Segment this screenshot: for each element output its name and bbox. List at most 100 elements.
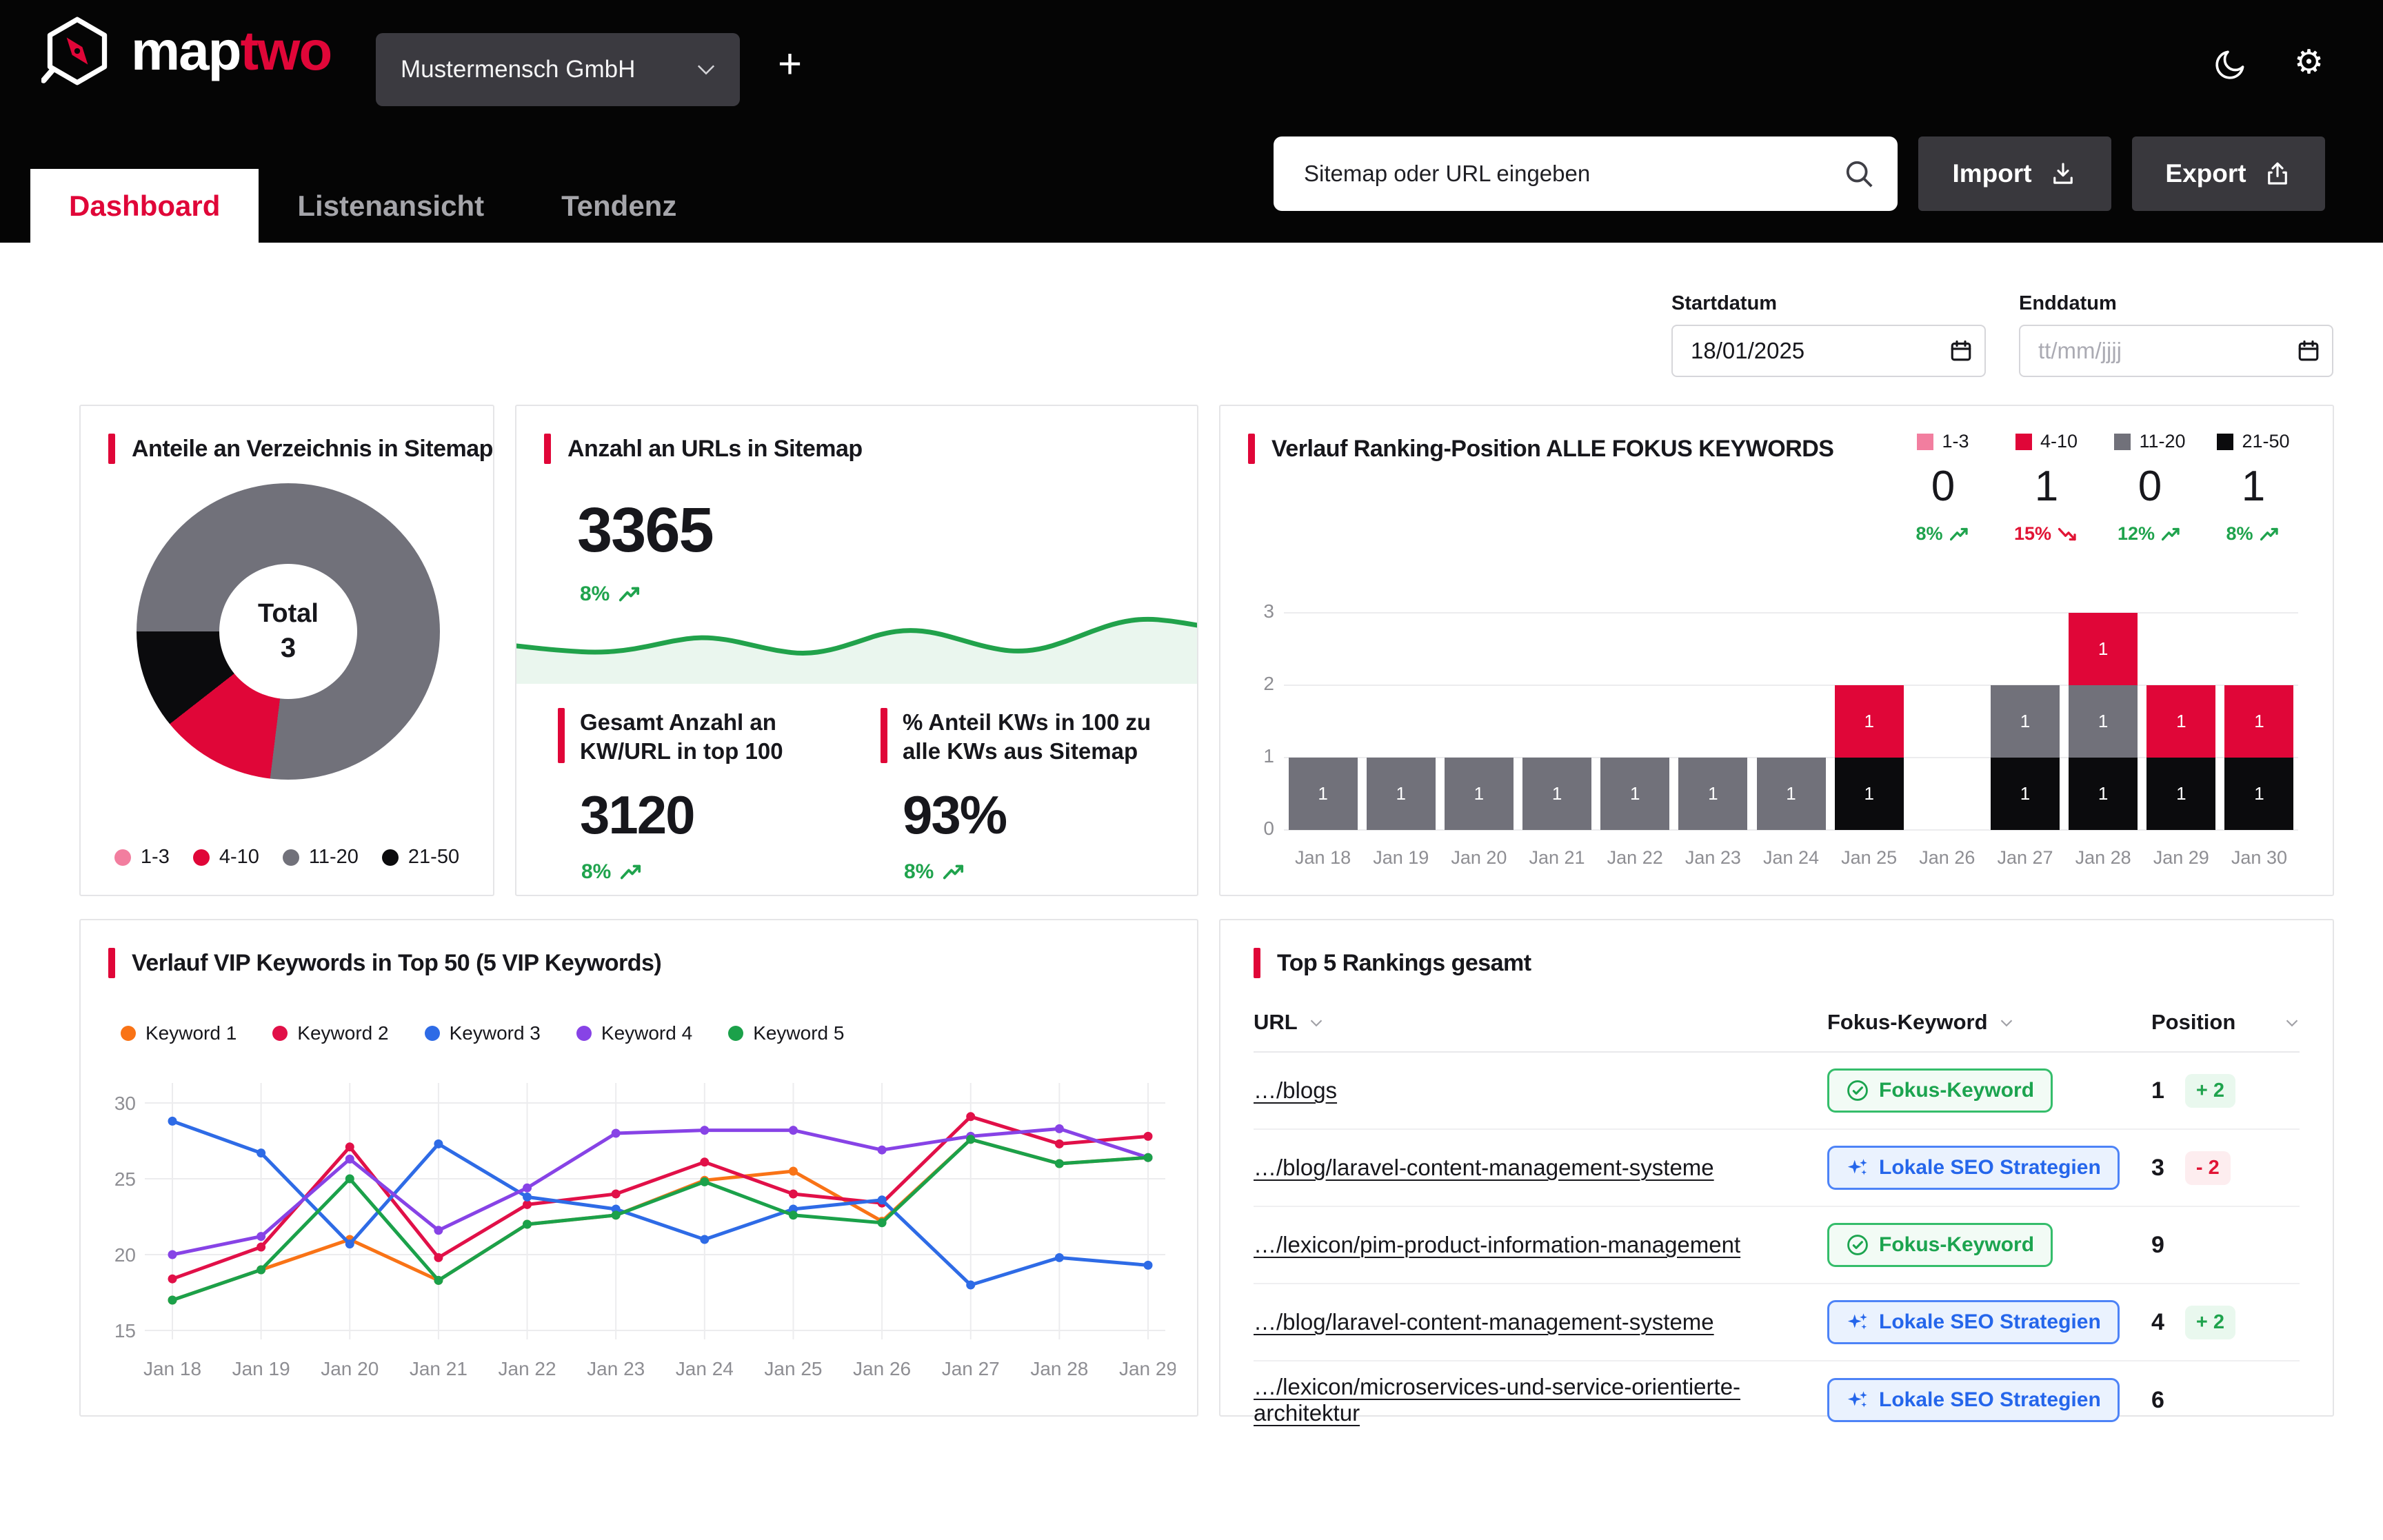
bar-value-label: 1 bbox=[1318, 783, 1327, 804]
bar-value-label: 1 bbox=[1474, 783, 1484, 804]
tab-dashboard[interactable]: Dashboard bbox=[30, 169, 259, 243]
bar-column-Jan-21: 1 bbox=[1518, 613, 1596, 830]
legend-item: Keyword 3 bbox=[425, 1022, 541, 1044]
table-row: …/lexicon/pim-product-information-manage… bbox=[1254, 1207, 2300, 1284]
bar-segment-11-20: 1 bbox=[1289, 758, 1358, 830]
accent-bar bbox=[108, 434, 115, 464]
export-button[interactable]: Export bbox=[2132, 136, 2325, 211]
data-point bbox=[345, 1142, 354, 1151]
data-point bbox=[523, 1220, 532, 1229]
bar-value-label: 1 bbox=[2254, 711, 2264, 732]
data-point bbox=[1055, 1253, 1064, 1262]
accent-bar bbox=[558, 708, 565, 763]
card-url-counts: Anzahl an URLs in Sitemap 3365 8% Gesamt… bbox=[515, 405, 1198, 896]
url-link[interactable]: …/blog/laravel-content-management-system… bbox=[1254, 1309, 1827, 1335]
column-header-position[interactable]: Position bbox=[2151, 1010, 2300, 1035]
data-point bbox=[612, 1210, 621, 1219]
url-link[interactable]: …/blogs bbox=[1254, 1077, 1827, 1104]
table-row: …/blog/laravel-content-management-system… bbox=[1254, 1130, 2300, 1207]
legend-item: Keyword 4 bbox=[576, 1022, 692, 1044]
bar-value-label: 1 bbox=[2098, 783, 2108, 804]
data-point bbox=[700, 1235, 709, 1244]
x-tick-label: Jan 24 bbox=[1752, 847, 1830, 869]
data-point bbox=[168, 1275, 177, 1284]
bar-value-label: 1 bbox=[2176, 783, 2186, 804]
bar-columns: 111111111111111111 bbox=[1284, 613, 2298, 830]
metric-kw-share: % Anteil KWs in 100 zu alle KWs aus Site… bbox=[881, 708, 1184, 884]
vip-legend: Keyword 1 Keyword 2 Keyword 3 Keyword 4 … bbox=[121, 1022, 844, 1044]
end-date-input[interactable] bbox=[2019, 325, 2333, 377]
card-title: Anteile an Verzeichnis in Sitemap bbox=[132, 436, 493, 463]
metric-delta: 8% bbox=[904, 860, 967, 884]
legend-item: 11-20 0 12% bbox=[2098, 431, 2202, 545]
data-point bbox=[257, 1243, 265, 1252]
data-point bbox=[168, 1296, 177, 1305]
position-change-badge: + 2 bbox=[2185, 1306, 2235, 1339]
x-tick-label: Jan 26 bbox=[1908, 847, 1986, 869]
bar-segment-21-50: 1 bbox=[2069, 758, 2138, 830]
bar-column-Jan-29: 11 bbox=[2142, 613, 2220, 830]
start-date-input[interactable] bbox=[1671, 325, 1986, 377]
card-title: Verlauf Ranking-Position ALLE FOKUS KEYW… bbox=[1271, 436, 1833, 463]
dark-mode-toggle[interactable] bbox=[2212, 47, 2248, 86]
bar-segment-11-20: 1 bbox=[1445, 758, 1514, 830]
legend-swatch bbox=[2015, 434, 2032, 450]
card-top-rankings: Top 5 Rankings gesamt URL Fokus-Keyword … bbox=[1219, 919, 2334, 1417]
settings-button[interactable]: ⚙ bbox=[2294, 43, 2324, 81]
legend-dot bbox=[114, 849, 131, 866]
x-tick-label: Jan 20 bbox=[1440, 847, 1518, 869]
company-selector[interactable]: Mustermensch GmbH bbox=[376, 33, 740, 106]
url-link[interactable]: …/lexicon/microservices-und-service-orie… bbox=[1254, 1374, 1827, 1426]
donut-center: Total3 bbox=[219, 564, 357, 699]
legend-swatch bbox=[1917, 434, 1933, 450]
column-header-url[interactable]: URL bbox=[1254, 1010, 1827, 1035]
sitemap-search bbox=[1274, 136, 1898, 211]
gear-icon: ⚙ bbox=[2294, 43, 2324, 81]
donut-chart: Total3 bbox=[137, 483, 440, 780]
url-trend-sparkline bbox=[516, 591, 1197, 684]
calendar-icon bbox=[1949, 338, 1973, 363]
keyword-badge: Lokale SEO Strategien bbox=[1827, 1300, 2120, 1344]
legend-dot bbox=[728, 1026, 743, 1041]
column-header-keyword[interactable]: Fokus-Keyword bbox=[1827, 1010, 2151, 1035]
card-vip-keywords: Verlauf VIP Keywords in Top 50 (5 VIP Ke… bbox=[79, 919, 1198, 1417]
position-value: 1 bbox=[2151, 1077, 2164, 1104]
table-row: …/lexicon/microservices-und-service-orie… bbox=[1254, 1361, 2300, 1439]
x-tick-label: Jan 23 bbox=[1674, 847, 1752, 869]
bar-column-Jan-23: 1 bbox=[1674, 613, 1752, 830]
sitemap-search-input[interactable] bbox=[1274, 136, 1898, 211]
metric-value: 93% bbox=[903, 784, 1184, 847]
data-point bbox=[523, 1184, 532, 1193]
main-tabs: Dashboard Listenansicht Tendenz bbox=[30, 169, 715, 243]
x-tick-label: Jan 29 bbox=[1119, 1358, 1176, 1379]
import-button[interactable]: Import bbox=[1918, 136, 2111, 211]
data-point bbox=[1055, 1124, 1064, 1133]
metric-kw-url-top100: Gesamt Anzahl an KW/URL in top 100 3120 … bbox=[558, 708, 854, 884]
bar-segment-4-10: 1 bbox=[1835, 685, 1904, 758]
url-link[interactable]: …/blog/laravel-content-management-system… bbox=[1254, 1155, 1827, 1181]
card-sitemap-shares: Anteile an Verzeichnis in Sitemap Total3… bbox=[79, 405, 494, 896]
brand-logo[interactable]: maptwo bbox=[41, 15, 331, 87]
x-tick-label: Jan 28 bbox=[1030, 1358, 1088, 1379]
legend-dot bbox=[382, 849, 399, 866]
add-project-button[interactable]: + bbox=[778, 40, 802, 88]
tab-tendenz[interactable]: Tendenz bbox=[523, 169, 715, 243]
bar-column-Jan-25: 11 bbox=[1830, 613, 1908, 830]
bar-value-label: 1 bbox=[1786, 783, 1796, 804]
data-point bbox=[1144, 1132, 1153, 1141]
bar-segment-4-10: 1 bbox=[2146, 685, 2215, 758]
data-point bbox=[700, 1126, 709, 1135]
url-link[interactable]: …/lexicon/pim-product-information-manage… bbox=[1254, 1232, 1827, 1258]
sort-chevron-icon bbox=[1999, 1017, 2014, 1028]
chevron-down-icon bbox=[697, 64, 715, 75]
legend-item: Keyword 1 bbox=[121, 1022, 237, 1044]
trend-up-icon bbox=[943, 862, 967, 882]
card-title: Verlauf VIP Keywords in Top 50 (5 VIP Ke… bbox=[132, 950, 661, 977]
tab-listenansicht[interactable]: Listenansicht bbox=[259, 169, 523, 243]
bar-column-Jan-19: 1 bbox=[1362, 613, 1440, 830]
bar-column-Jan-20: 1 bbox=[1440, 613, 1518, 830]
position-change-badge: + 2 bbox=[2185, 1074, 2235, 1108]
x-tick-label: Jan 23 bbox=[587, 1358, 645, 1379]
y-tick-label: 1 bbox=[1247, 745, 1274, 767]
bar-column-Jan-27: 11 bbox=[1986, 613, 2064, 830]
